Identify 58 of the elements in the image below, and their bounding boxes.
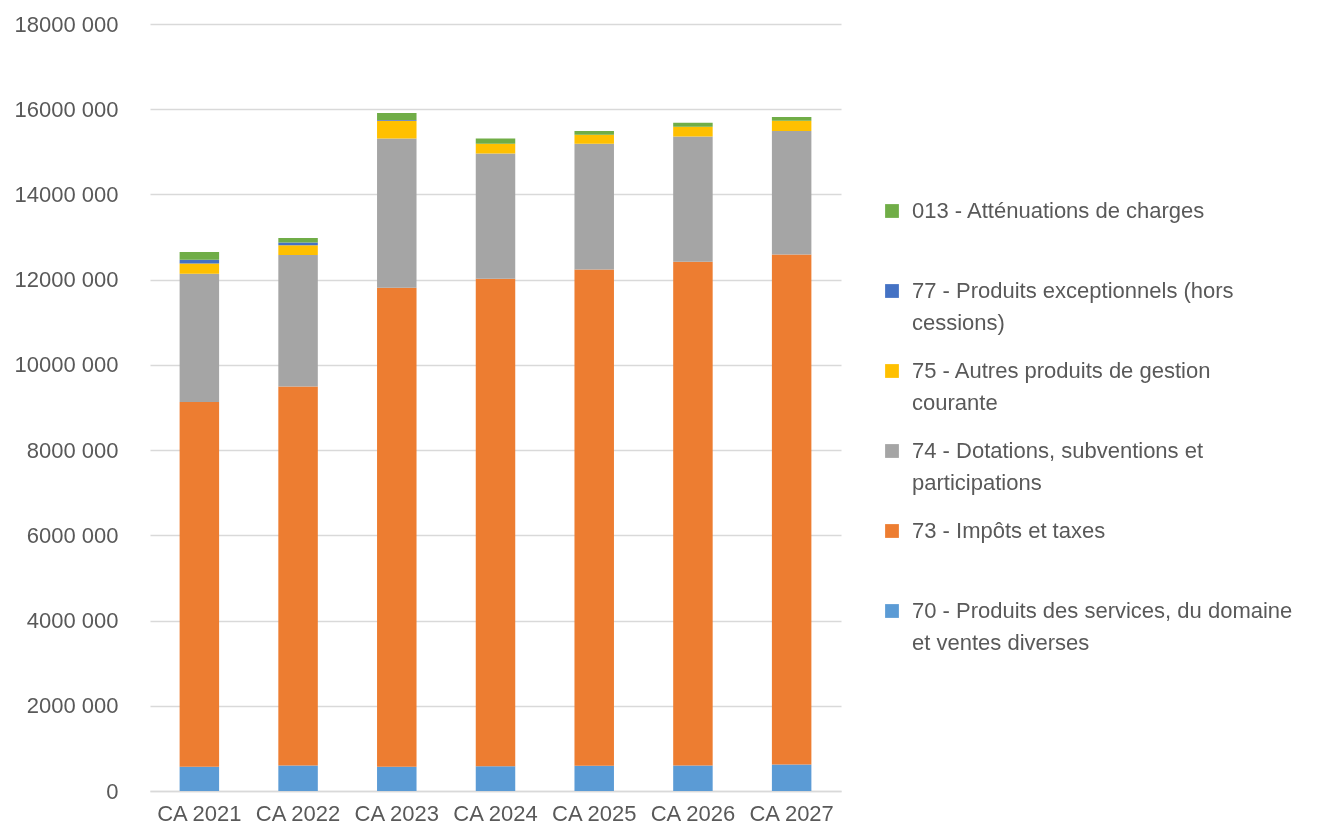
- legend-label: 70 - Produits des services, du domaine et ventes diverses: [912, 598, 1293, 655]
- bar: [475, 153, 516, 279]
- bar: [179, 263, 220, 274]
- bar: [574, 269, 614, 766]
- y-tick-label: 6000 000: [26, 522, 119, 548]
- x-tick-label: CA 2027: [749, 800, 834, 826]
- bar: [574, 765, 614, 791]
- y-tick-label: 8000 000: [26, 437, 119, 463]
- bar: [574, 143, 614, 270]
- bar: [179, 766, 220, 791]
- bar: [179, 273, 220, 402]
- x-tick-label: CA 2023: [354, 800, 439, 826]
- bar: [278, 765, 318, 791]
- bar: [377, 766, 417, 791]
- x-tick-label: CA 2026: [650, 800, 736, 826]
- bar: [574, 134, 614, 144]
- bar: [377, 287, 417, 767]
- bar: [475, 766, 516, 791]
- bar: [574, 130, 614, 135]
- y-tick-label: 10000 000: [14, 352, 119, 378]
- bar: [278, 237, 318, 243]
- y-tick-label: 4000 000: [26, 608, 119, 634]
- bar: [179, 251, 220, 260]
- y-tick-label: 2000 000: [26, 693, 119, 719]
- bar: [377, 113, 417, 120]
- y-tick-label: 12000 000: [14, 267, 119, 293]
- y-tick-label: 0: [106, 778, 119, 804]
- bar: [673, 765, 713, 791]
- y-tick-label: 14000 000: [14, 181, 119, 207]
- bar: [377, 120, 417, 139]
- bar: [771, 120, 812, 131]
- bar: [377, 138, 417, 288]
- bar: [771, 254, 812, 765]
- bar: [771, 130, 812, 255]
- legend-label: 74 - Dotations, subventions et participations: [912, 438, 1204, 495]
- bar: [771, 116, 812, 121]
- bar: [475, 138, 516, 144]
- bar: [673, 136, 713, 262]
- x-tick-label: CA 2021: [157, 800, 242, 826]
- legend-label: 73 - Impôts et taxes: [912, 518, 1106, 543]
- bar: [673, 126, 713, 137]
- x-tick-label: CA 2025: [552, 800, 637, 826]
- bar: [475, 278, 516, 767]
- bar: [771, 764, 812, 791]
- legend-label: 77 - Produits exceptionnels (hors cessions): [912, 278, 1234, 335]
- bar: [179, 401, 220, 767]
- bar: [278, 386, 318, 766]
- x-tick-label: CA 2022: [255, 800, 341, 826]
- y-tick-label: 18000 000: [14, 11, 119, 37]
- bar: [673, 122, 713, 127]
- bar: [673, 261, 713, 766]
- bar: [475, 143, 516, 154]
- y-tick-label: 16000 000: [14, 96, 119, 122]
- legend-label: 013 - Atténuations de charges: [912, 198, 1205, 223]
- x-tick-label: CA 2024: [453, 800, 538, 826]
- bar: [278, 245, 318, 255]
- bar: [278, 254, 318, 387]
- legend-label: 75 - Autres produits de gestion courante: [912, 358, 1211, 415]
